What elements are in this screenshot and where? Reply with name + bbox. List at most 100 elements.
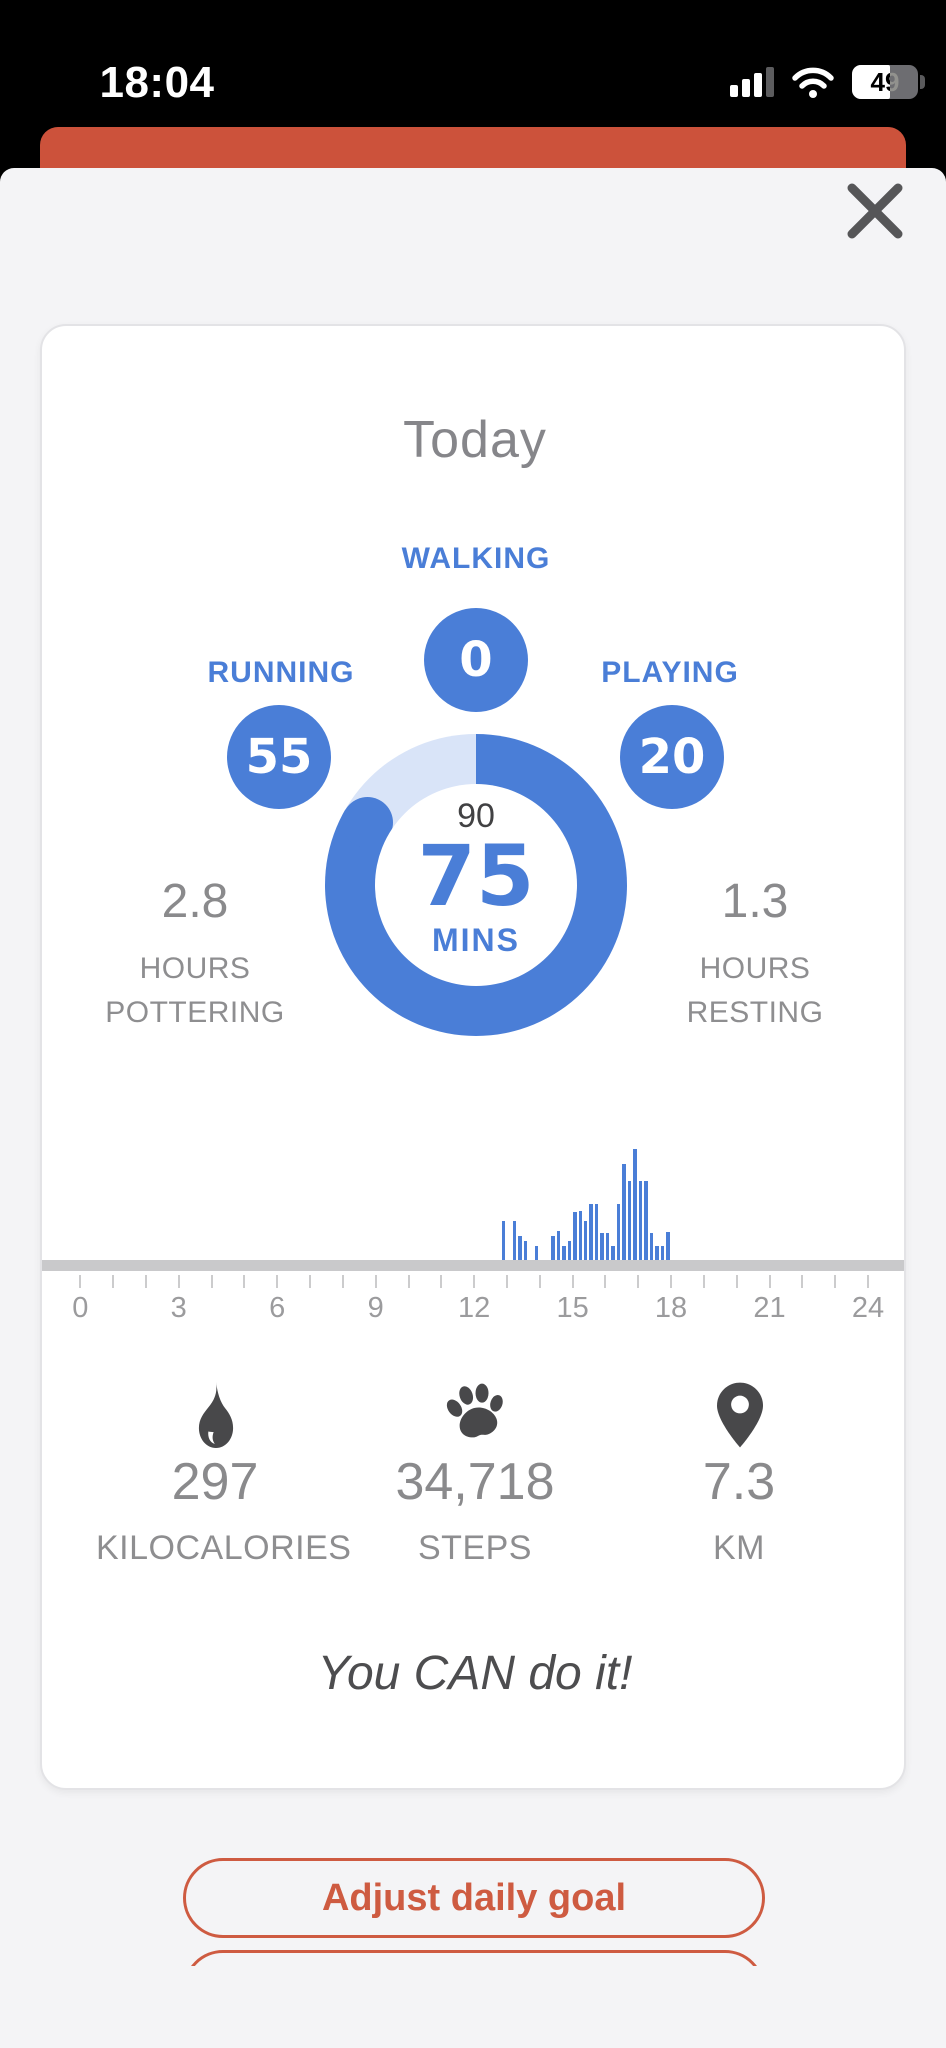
today-card: Today WALKING RUNNING PLAYING 0 55 20 90… xyxy=(40,324,906,1790)
axis-tick xyxy=(571,1275,574,1288)
axis-tick xyxy=(276,1275,279,1288)
axis-tick xyxy=(374,1275,377,1288)
histogram-bar xyxy=(627,1181,632,1260)
axis-tick-label: 6 xyxy=(269,1292,286,1324)
histogram-bar xyxy=(567,1241,572,1260)
histogram-bar xyxy=(649,1233,654,1260)
axis-tick xyxy=(473,1275,476,1288)
walking-minutes-bubble: 0 xyxy=(424,608,528,712)
histogram-bar xyxy=(578,1211,582,1260)
background-app-header xyxy=(40,127,906,173)
axis-tick xyxy=(505,1275,508,1288)
walking-label: WALKING xyxy=(401,542,551,575)
axis-tick xyxy=(538,1275,541,1288)
histogram-bar xyxy=(616,1204,621,1260)
cellular-signal-icon xyxy=(730,67,774,97)
histogram-bar xyxy=(583,1221,588,1260)
current-minutes: 75 xyxy=(417,827,535,925)
axis-tick xyxy=(604,1275,607,1288)
axis-tick xyxy=(112,1275,115,1288)
axis-tick xyxy=(407,1275,410,1288)
axis-tick xyxy=(243,1275,246,1288)
axis-tick xyxy=(735,1275,738,1288)
axis-tick-label: 18 xyxy=(654,1292,688,1324)
playing-minutes-bubble: 20 xyxy=(620,705,724,809)
resting-hours: 1.3 xyxy=(721,875,789,928)
axis-tick xyxy=(440,1275,443,1288)
wifi-icon xyxy=(792,67,834,98)
battery-percent: 49 xyxy=(870,66,900,97)
axis-tick xyxy=(637,1275,640,1288)
axis-tick xyxy=(177,1275,180,1288)
close-icon xyxy=(847,183,903,238)
location-pin-icon xyxy=(717,1382,763,1448)
histogram-bar xyxy=(556,1231,561,1260)
steps-label: STEPS xyxy=(418,1529,532,1567)
distance-value: 7.3 xyxy=(702,1453,776,1511)
running-label: RUNNING xyxy=(207,656,355,689)
pottering-hours: 2.8 xyxy=(161,875,229,928)
axis-tick xyxy=(210,1275,213,1288)
resting-label: RESTING xyxy=(686,996,824,1029)
flame-icon xyxy=(198,1382,234,1448)
axis-tick xyxy=(144,1275,147,1288)
goal-minutes: 90 xyxy=(457,797,495,835)
adjust-daily-goal-button[interactable]: Adjust daily goal xyxy=(183,1858,765,1938)
axis-tick xyxy=(866,1275,869,1288)
histogram-bar xyxy=(523,1241,528,1260)
minutes-unit-label: MINS xyxy=(432,922,520,958)
battery-fill xyxy=(852,65,891,99)
playing-label: PLAYING xyxy=(601,656,739,689)
histogram-bar xyxy=(562,1246,566,1260)
pottering-label: POTTERING xyxy=(105,996,285,1029)
histogram-bar xyxy=(666,1232,670,1260)
pottering-hours-label: HOURS xyxy=(139,952,251,985)
status-bar: 18:04 49 xyxy=(0,0,946,128)
histogram-bar xyxy=(622,1164,626,1260)
ring-inner-circle xyxy=(375,784,577,986)
status-time: 18:04 xyxy=(99,58,215,107)
histogram-bar xyxy=(573,1212,577,1260)
axis-tick xyxy=(834,1275,837,1288)
axis-tick xyxy=(702,1275,705,1288)
histogram-bar xyxy=(611,1246,615,1260)
resting-stat: 1.3 HOURS RESTING xyxy=(630,874,880,1035)
battery-nub xyxy=(920,75,925,89)
axis-tick-label: 21 xyxy=(753,1292,786,1324)
axis-tick xyxy=(79,1275,82,1288)
axis-tick xyxy=(801,1275,804,1288)
histogram-bar xyxy=(605,1233,610,1260)
histogram-bar xyxy=(518,1236,522,1260)
axis-tick-label: 0 xyxy=(72,1292,89,1324)
histogram-bar xyxy=(600,1233,604,1260)
status-icons: 49 xyxy=(730,62,925,102)
motivation-text: You CAN do it! xyxy=(317,1647,633,1700)
kilocalories-value: 297 xyxy=(171,1453,259,1511)
distance-label: KM xyxy=(713,1529,765,1567)
card-title: Today xyxy=(403,411,547,469)
kilocalories-label: KILOCALORIES xyxy=(96,1529,352,1567)
histogram-bar xyxy=(512,1221,517,1260)
axis-tick xyxy=(309,1275,312,1288)
axis-tick-label: 12 xyxy=(457,1292,491,1324)
histogram-bar xyxy=(594,1204,599,1260)
histogram-bar xyxy=(534,1246,539,1260)
steps-value: 34,718 xyxy=(395,1453,555,1511)
resting-hours-label: HOURS xyxy=(699,952,811,985)
time-axis xyxy=(42,1260,904,1271)
running-minutes-bubble: 55 xyxy=(227,705,331,809)
axis-tick-label: 15 xyxy=(556,1292,589,1324)
bottom-fade-mask xyxy=(0,1966,946,2048)
axis-tick xyxy=(670,1275,673,1288)
axis-tick xyxy=(341,1275,344,1288)
battery-icon: 49 xyxy=(852,65,925,99)
histogram-bar xyxy=(551,1236,555,1260)
paw-icon xyxy=(446,1383,503,1438)
pottering-stat: 2.8 HOURS POTTERING xyxy=(70,874,320,1035)
histogram-bar xyxy=(638,1181,643,1260)
axis-tick-label: 3 xyxy=(170,1292,187,1324)
histogram-bar xyxy=(501,1221,506,1260)
ring-end-cap xyxy=(341,796,393,848)
close-button[interactable] xyxy=(835,172,915,252)
